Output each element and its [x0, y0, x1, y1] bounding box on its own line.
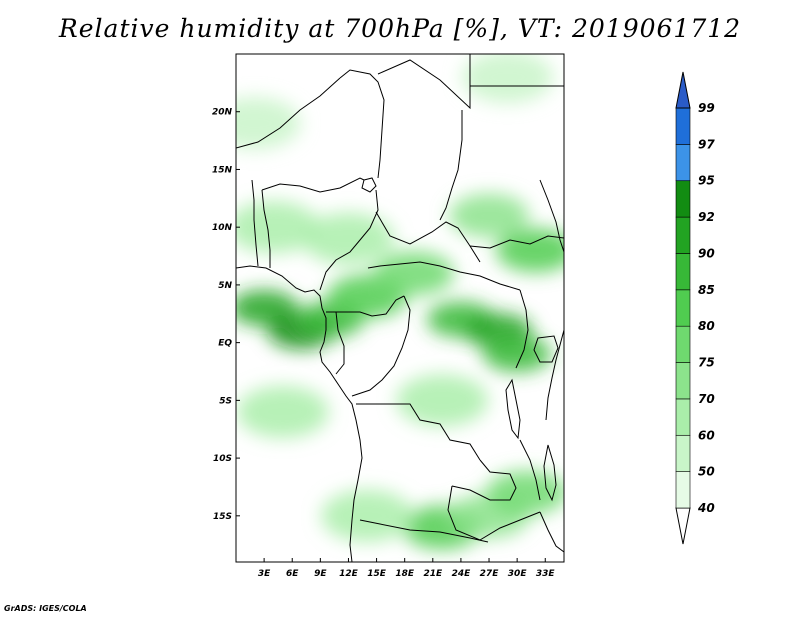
lake-victoria [533, 335, 559, 363]
lake-tanganyika [505, 378, 521, 440]
colorbar-label: 80 [698, 319, 715, 333]
lat-tick-label: 15N [212, 165, 233, 175]
lat-tick-label: 15S [213, 512, 232, 522]
border-drc-zambia [451, 459, 517, 501]
humidity-region-11 [236, 201, 320, 254]
humidity-region-19 [321, 489, 414, 542]
lon-tick-label: 15E [367, 569, 387, 579]
humidity-region-14 [236, 97, 301, 150]
border-southsudan-ethiopia [539, 179, 564, 253]
lon-tick-label: 30E [508, 569, 528, 579]
lon-tick-label: 3E [258, 569, 271, 579]
colorbar: 40 50 60 70 75 80 85 90 92 95 97 99 [675, 71, 715, 545]
border-drc-uganda [515, 289, 529, 369]
humidity-region-7 [483, 336, 552, 373]
humidity-region-9 [449, 193, 530, 238]
lat-tick-label: 10S [213, 454, 232, 464]
colorbar-segment [675, 107, 691, 145]
lat-tick-label: 10N [212, 223, 233, 233]
colorbar-label: 50 [698, 465, 715, 479]
colorbar-segment [675, 434, 691, 472]
colorbar-segment [675, 180, 691, 218]
colorbar-max-triangle [675, 71, 691, 109]
border-chad-car [375, 211, 481, 263]
border-libya [339, 69, 385, 179]
gulf-of-guinea-coast [236, 265, 363, 562]
colorbar-min-triangle [675, 507, 691, 545]
border-angola-namibia [359, 519, 489, 543]
border-drc-angola [356, 403, 481, 461]
lon-tick-label: 9E [314, 569, 327, 579]
map-title: Relative humidity at 700hPa [%], VT: 201… [58, 14, 742, 43]
lat-tick-label: EQ [218, 339, 232, 349]
colorbar-segment [675, 325, 691, 363]
colorbar-segment [675, 253, 691, 291]
humidity-region-4 [374, 251, 455, 296]
colorbar-segment [675, 216, 691, 254]
humidity-region-18 [486, 470, 564, 515]
lon-tick-label: 12E [339, 569, 359, 579]
coastlines-and-borders [236, 54, 564, 562]
lat-tick-label: 20N [212, 108, 233, 118]
border-gabon-congo [335, 311, 345, 375]
lake-chad [361, 177, 377, 193]
lon-tick-label: 6E [286, 569, 299, 579]
colorbar-segment [675, 362, 691, 400]
border-tanzania-mozambique [539, 511, 564, 553]
colorbar-segment [675, 144, 691, 182]
colorbar-label: 60 [698, 428, 715, 442]
colorbar-label: 92 [698, 210, 715, 224]
colorbar-label: 70 [698, 392, 715, 406]
border-sudan-southsudan [469, 235, 564, 249]
border-algeria-niger [236, 77, 341, 149]
colorbar-label: 95 [698, 174, 715, 188]
border-car-drc [367, 261, 521, 291]
lon-tick-label: 21E [423, 569, 443, 579]
border-ghana-togo [251, 179, 259, 267]
lake-malawi [543, 444, 557, 502]
colorbar-label: 40 [697, 501, 715, 515]
longitude-axis: 3E 6E 9E 12E 15E 18E 21E 24E 27E 30E 33E [258, 558, 556, 579]
lon-tick-label: 18E [395, 569, 415, 579]
colorbar-segment [675, 398, 691, 436]
colorbar-segment [675, 289, 691, 327]
border-congo-drc [351, 295, 411, 397]
colorbar-label: 97 [698, 137, 715, 151]
colorbar-label: 99 [698, 101, 715, 115]
humidity-region-12 [396, 374, 489, 427]
humidity-field [236, 54, 564, 562]
border-zambia-zimbabwe [447, 485, 541, 541]
plot-frame [235, 53, 565, 563]
humidity-region-8 [495, 228, 564, 273]
border-cameroon-congo [326, 295, 405, 317]
colorbar-label: 90 [698, 246, 715, 260]
border-sudan-chad [439, 110, 463, 221]
lat-tick-label: 5N [218, 281, 232, 291]
lat-tick-label: 5S [219, 396, 232, 406]
humidity-region-13 [236, 385, 329, 438]
humidity-region-15 [461, 54, 554, 104]
border-benin-nigeria [261, 189, 271, 268]
grads-credit: GrADS: IGES/COLA [4, 604, 87, 613]
lon-tick-label: 27E [480, 569, 500, 579]
east-africa-coast [545, 329, 564, 421]
border-zambia-malawi [519, 439, 541, 501]
border-niger-nigeria [261, 177, 365, 193]
border-libya-egypt [377, 54, 471, 110]
colorbar-label: 75 [698, 356, 715, 370]
colorbar-label: 85 [698, 283, 715, 297]
latitude-axis: 20N 15N 10N 5N EQ 5S 10S 15S [212, 108, 240, 522]
lon-tick-label: 33E [536, 569, 556, 579]
colorbar-segment [675, 471, 691, 509]
lon-tick-label: 24E [452, 569, 472, 579]
